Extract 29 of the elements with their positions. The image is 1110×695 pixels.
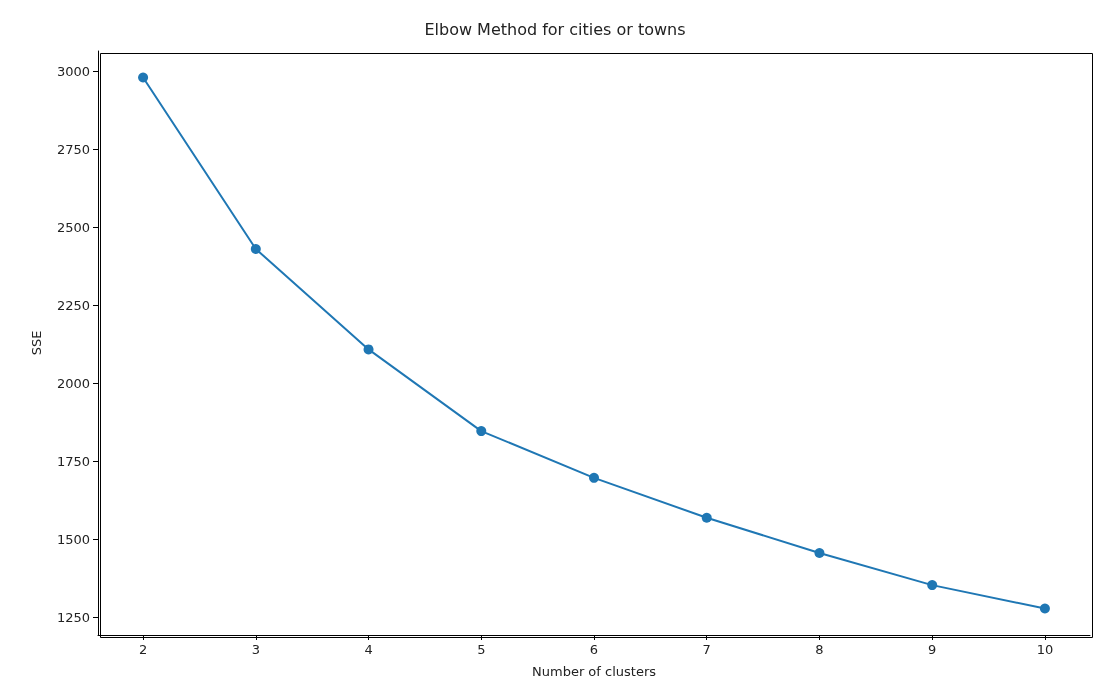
x-tick-label: 6 (589, 642, 599, 657)
y-tick-label: 2250 (56, 297, 90, 313)
x-tick-label: 5 (477, 642, 486, 657)
y-tick-label: 1250 (56, 609, 90, 625)
y-tick-label: 1500 (56, 531, 90, 547)
y-tick-label: 2000 (56, 375, 90, 391)
y-tick-label: 2500 (56, 219, 90, 235)
x-tick-label: 4 (364, 642, 373, 657)
x-tick-label: 9 (928, 642, 937, 657)
point (589, 472, 599, 483)
y-tick-label: 3000 (56, 64, 90, 80)
point (476, 426, 487, 437)
chart-title: Elbow Method for cities or towns (424, 19, 686, 39)
x-tick-label: 10 (1036, 642, 1054, 657)
point (701, 512, 712, 523)
x-tick-label: 8 (815, 642, 824, 657)
x-tick-label: 7 (702, 642, 711, 657)
x-tick-label: 2 (138, 642, 148, 657)
point (814, 548, 825, 558)
point (363, 344, 374, 355)
y-tick-label: 2750 (56, 142, 90, 158)
point (250, 243, 261, 254)
x-axis-title: Number of clusters (531, 664, 657, 679)
point (138, 72, 149, 83)
x-tick-label: 3 (251, 642, 260, 657)
point (927, 580, 938, 591)
y-axis-title: SSE (29, 330, 44, 356)
point (1039, 603, 1050, 614)
y-tick-label: 1750 (56, 453, 90, 469)
